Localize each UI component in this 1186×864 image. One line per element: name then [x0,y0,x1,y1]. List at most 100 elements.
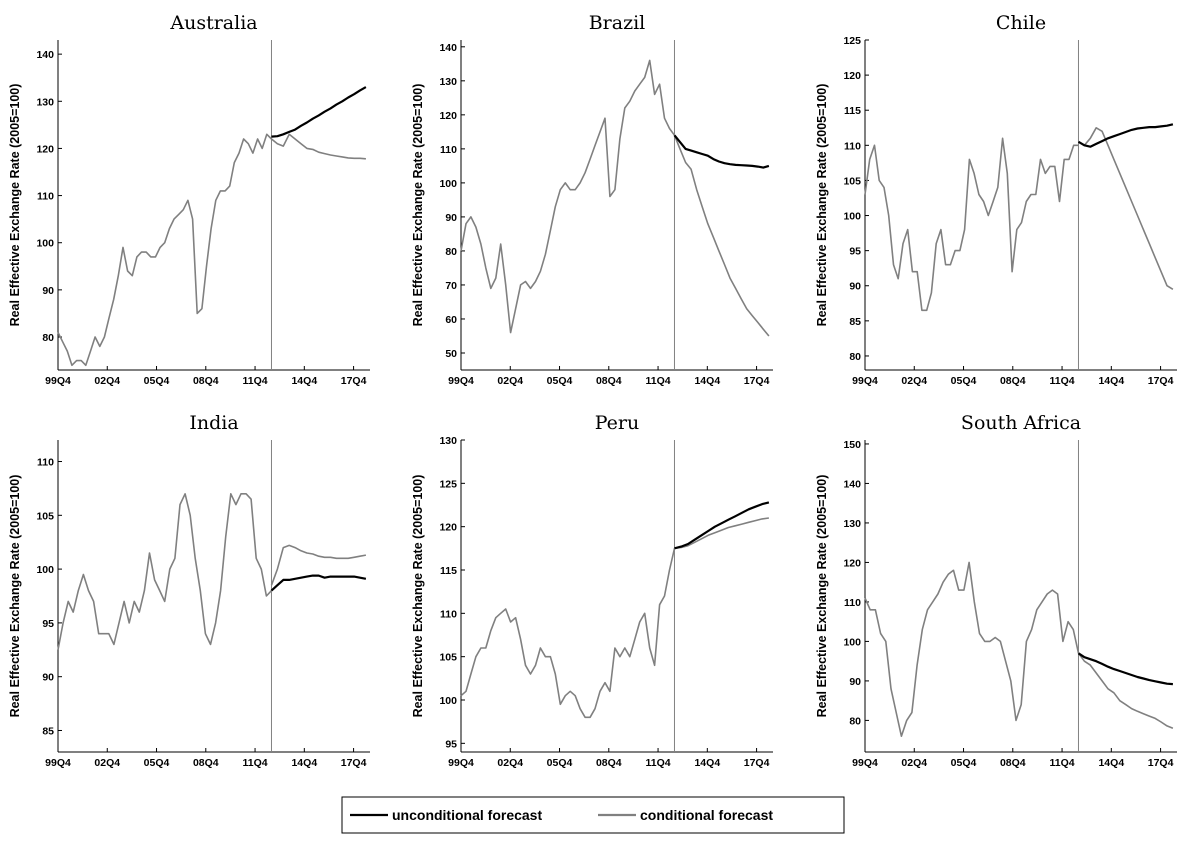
x-tick-label: 05Q4 [547,757,573,769]
y-tick-label: 85 [42,725,54,737]
conditional-forecast-line [673,135,770,337]
x-tick-label: 02Q4 [497,757,523,769]
chart-panel: 80 90 100 110 120 130 140 99Q4 02Q4 05Q4 08Q4 11Q4 1… [8,12,370,387]
x-tick-label: 11Q4 [242,757,267,769]
y-tick-label: 130 [36,96,54,108]
y-tick-label: 95 [849,246,861,258]
legend-box [341,796,845,834]
x-tick-label: 02Q4 [94,375,120,387]
y-tick-label: 95 [445,738,457,750]
y-tick-label: 90 [42,285,54,297]
y-tick-label: 85 [849,316,861,328]
y-tick-label: 100 [439,178,457,190]
chart-panel: 95 100 105 110 115 120 125 130 99Q4 02Q4 05Q4 08Q4 1… [411,412,773,769]
unconditional-forecast-line [674,501,770,550]
panel-title: Brazil [589,12,646,34]
x-tick-label: 11Q4 [1049,757,1074,769]
y-tick-label: 110 [37,191,54,203]
y-tick-label: 90 [445,212,457,224]
y-tick-label: 115 [440,565,457,577]
x-tick-label: 99Q4 [852,757,878,769]
panel-title: Chile [996,12,1046,34]
y-tick-label: 125 [439,478,457,490]
y-tick-label: 100 [843,636,861,648]
y-axis-label: Real Effective Exchange Rate (2005=100) [815,84,829,327]
x-tick-label: 11Q4 [645,375,670,387]
x-tick-label: 02Q4 [901,757,927,769]
x-tick-label: 99Q4 [852,375,878,387]
x-tick-label: 02Q4 [901,375,927,387]
x-tick-label: 08Q4 [596,375,622,387]
x-tick-label: 99Q4 [45,375,71,387]
legend: unconditional forecast conditional forec… [341,796,845,834]
y-tick-label: 90 [849,676,861,688]
y-tick-label: 140 [36,49,54,61]
x-tick-label: 05Q4 [547,375,573,387]
y-tick-label: 110 [844,597,861,609]
conditional-forecast-line [1077,652,1174,730]
x-tick-label: 11Q4 [645,757,670,769]
y-tick-label: 130 [843,518,861,530]
y-axis-label: Real Effective Exchange Rate (2005=100) [815,475,829,718]
panel-title: Peru [595,412,640,434]
conditional-forecast-line [1078,127,1174,290]
x-tick-label: 14Q4 [291,757,317,769]
historical-line [864,561,1080,738]
y-tick-label: 105 [843,175,861,187]
panel-title: Australia [169,12,257,34]
y-tick-label: 80 [42,332,54,344]
y-axis-label: Real Effective Exchange Rate (2005=100) [8,475,22,718]
y-tick-label: 120 [36,143,54,155]
x-tick-label: 14Q4 [1098,375,1124,387]
y-tick-label: 80 [849,351,861,363]
y-tick-label: 90 [849,281,861,293]
legend-label-unconditional: unconditional forecast [392,807,542,823]
x-tick-label: 99Q4 [448,757,474,769]
y-tick-label: 60 [445,314,457,326]
chart-panel: 85 90 95 100 105 110 99Q4 02Q4 05Q4 08Q4 11Q4 14Q4 1… [8,412,370,769]
y-axis-label: Real Effective Exchange Rate (2005=100) [411,84,425,327]
y-tick-label: 115 [844,105,861,117]
legend-label-conditional: conditional forecast [640,807,773,823]
panel-title: South Africa [961,412,1081,434]
y-tick-label: 80 [445,246,457,258]
y-tick-label: 100 [843,211,861,223]
historical-line [57,492,273,650]
y-tick-label: 120 [843,70,861,82]
y-tick-label: 125 [843,35,861,47]
x-tick-label: 17Q4 [744,757,770,769]
x-tick-label: 17Q4 [341,375,367,387]
x-tick-label: 11Q4 [242,375,267,387]
unconditional-forecast-line [1077,652,1173,686]
y-tick-label: 120 [439,522,457,534]
x-tick-label: 02Q4 [497,375,523,387]
x-tick-label: 99Q4 [45,757,71,769]
y-tick-label: 110 [440,144,457,156]
chart-panel: 80 85 90 95 100 105 110 115 120 125 99Q4 02Q4 05Q4 08… [815,12,1177,387]
y-tick-label: 140 [439,42,457,54]
x-tick-label: 05Q4 [144,375,170,387]
unconditional-forecast-line [270,574,367,592]
x-tick-label: 08Q4 [1000,375,1026,387]
y-tick-label: 130 [439,76,457,88]
y-axis-label: Real Effective Exchange Rate (2005=100) [411,475,425,718]
y-tick-label: 140 [843,478,861,490]
x-tick-label: 11Q4 [1049,375,1074,387]
chart-panel: 80 90 100 110 120 130 140 150 99Q4 02Q4 05Q4 08Q4 11… [815,412,1177,769]
y-tick-label: 150 [843,439,861,451]
historical-line [57,133,273,367]
x-tick-label: 17Q4 [1148,375,1174,387]
y-tick-label: 100 [36,238,54,250]
y-tick-label: 130 [439,435,457,447]
x-tick-label: 14Q4 [1098,757,1124,769]
y-tick-label: 70 [445,280,457,292]
x-tick-label: 17Q4 [341,757,367,769]
y-tick-label: 110 [440,608,457,620]
y-tick-label: 90 [42,672,54,684]
historical-line [460,548,676,719]
y-tick-label: 105 [36,510,54,522]
historical-line [864,137,1079,312]
x-tick-label: 08Q4 [193,375,219,387]
x-tick-label: 08Q4 [193,757,219,769]
y-tick-label: 95 [42,618,54,630]
